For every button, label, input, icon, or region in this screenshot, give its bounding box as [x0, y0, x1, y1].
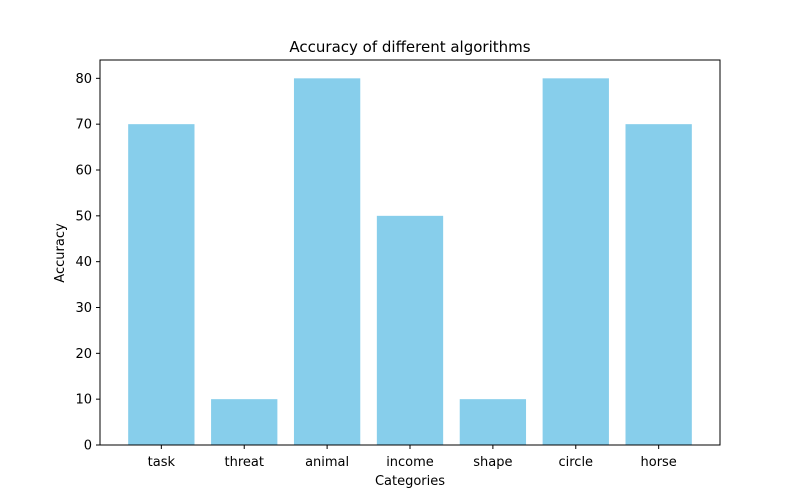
y-tick-label: 70 — [75, 118, 92, 133]
y-tick-label: 50 — [75, 209, 92, 224]
bar-shape — [459, 399, 527, 445]
x-tick-label-animal: animal — [305, 455, 349, 470]
y-axis-ticks: 0 10 20 30 40 50 60 70 80 — [75, 72, 100, 454]
bar-threat — [211, 399, 278, 445]
x-tick-label-horse: horse — [641, 455, 677, 470]
y-axis-label: Accuracy — [53, 223, 68, 283]
bar-circle — [542, 78, 609, 445]
bar-task — [128, 124, 195, 446]
bar-income — [376, 215, 444, 445]
y-tick-label: 60 — [75, 164, 92, 179]
y-tick-label: 80 — [75, 72, 92, 87]
x-axis-label: Categories — [375, 474, 445, 489]
chart-title: Accuracy of different algorithms — [289, 38, 530, 56]
x-tick-label-threat: threat — [224, 455, 263, 470]
x-tick-label-shape: shape — [473, 455, 512, 470]
y-tick-label: 40 — [75, 255, 92, 270]
plot-frame — [99, 59, 721, 446]
y-tick-label: 10 — [75, 393, 92, 408]
x-tick-label-task: task — [148, 455, 176, 470]
x-tick-label-circle: circle — [558, 455, 593, 470]
x-tick-label-income: income — [386, 455, 434, 470]
y-tick-label: 0 — [84, 439, 92, 454]
y-tick-label: 30 — [75, 301, 92, 316]
bar-horse — [625, 124, 692, 446]
bars-layer — [128, 78, 692, 446]
x-axis-ticks: task threat animal income shape circle horse — [148, 445, 677, 470]
y-tick-label: 20 — [75, 347, 92, 362]
bar-animal — [293, 78, 361, 445]
